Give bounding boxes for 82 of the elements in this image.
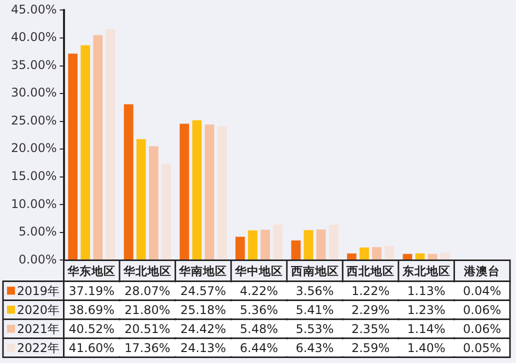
data-label: 5.48% <box>240 322 278 336</box>
data-label: 2.29% <box>351 302 390 317</box>
data-label: 28.07% <box>124 284 170 298</box>
data-label: 0.04% <box>463 284 502 298</box>
data-label: 38.69% <box>68 302 115 317</box>
data-label: 6.43% <box>296 340 334 355</box>
data-label: 2.35% <box>351 322 390 336</box>
data-label: 40.52% <box>68 322 115 336</box>
bar <box>148 146 158 260</box>
data-label: 1.22% <box>351 284 390 298</box>
bar <box>136 139 146 260</box>
bar <box>291 240 301 260</box>
bar <box>106 29 116 260</box>
data-label: 24.57% <box>180 284 226 298</box>
bar <box>316 229 326 260</box>
x-tick-label: 华南地区 <box>178 264 228 278</box>
y-tick-label: 25.00% <box>10 113 57 128</box>
data-label: 5.41% <box>296 302 334 317</box>
bar <box>428 254 438 260</box>
x-tick-label: 西北地区 <box>346 264 395 278</box>
data-label: 4.22% <box>240 284 278 298</box>
bar <box>415 253 425 260</box>
y-tick-label: 20.00% <box>10 141 57 156</box>
y-tick-label: 40.00% <box>10 30 57 44</box>
legend-label: 2019年 <box>17 284 60 298</box>
bar <box>347 253 356 260</box>
data-label: 20.51% <box>124 322 170 336</box>
bar <box>372 247 382 260</box>
data-label: 5.36% <box>240 302 278 317</box>
y-tick-label: 45.00% <box>10 2 57 16</box>
y-tick-label: 5.00% <box>18 224 57 239</box>
data-label: 24.42% <box>180 322 226 336</box>
data-label: 17.36% <box>124 340 170 355</box>
data-label: 41.60% <box>68 340 115 355</box>
bar <box>124 104 134 260</box>
bar <box>402 254 412 260</box>
data-label: 25.18% <box>180 302 226 317</box>
bar <box>80 45 90 260</box>
bar <box>204 124 214 260</box>
y-tick-label: 30.00% <box>10 86 57 100</box>
data-label: 1.40% <box>407 340 446 355</box>
data-label: 1.14% <box>407 322 446 336</box>
data-label: 5.53% <box>296 322 334 336</box>
data-label: 2.59% <box>351 340 390 355</box>
y-tick-label: 10.00% <box>10 196 57 211</box>
data-label: 3.56% <box>296 284 334 298</box>
data-label: 0.05% <box>463 340 502 355</box>
bar <box>273 224 283 260</box>
bar <box>384 246 394 260</box>
bar <box>93 35 103 260</box>
bar <box>260 230 270 260</box>
data-label: 1.13% <box>407 284 446 298</box>
data-label: 0.06% <box>463 322 502 336</box>
data-label: 24.13% <box>180 340 226 355</box>
x-tick-label: 华北地区 <box>122 264 172 278</box>
bar <box>328 224 338 260</box>
bar <box>162 164 171 260</box>
x-tick-label: 华东地区 <box>66 264 116 278</box>
x-tick-label: 华中地区 <box>234 264 283 278</box>
legend-label: 2020年 <box>17 302 60 317</box>
data-label: 37.19% <box>68 284 115 298</box>
y-tick-label: 0.00% <box>18 252 57 266</box>
data-label: 1.23% <box>407 302 446 317</box>
x-tick-label: 东北地区 <box>401 264 450 278</box>
data-label: 21.80% <box>124 302 170 317</box>
bar <box>68 54 78 260</box>
bar <box>360 247 369 260</box>
bar <box>248 230 258 260</box>
bar <box>304 230 314 260</box>
y-tick-label: 15.00% <box>10 168 57 183</box>
x-tick-label: 港澳台 <box>463 264 500 278</box>
legend-label: 2022年 <box>17 340 60 355</box>
x-tick-label: 西南地区 <box>290 264 339 278</box>
bar <box>440 252 450 260</box>
bar <box>192 120 202 260</box>
y-tick-label: 35.00% <box>10 58 57 72</box>
bar <box>217 126 227 260</box>
data-label: 6.44% <box>240 340 278 355</box>
legend-label: 2021年 <box>17 322 60 336</box>
bar <box>235 236 245 260</box>
data-label: 0.06% <box>463 302 502 317</box>
bar <box>180 124 190 260</box>
